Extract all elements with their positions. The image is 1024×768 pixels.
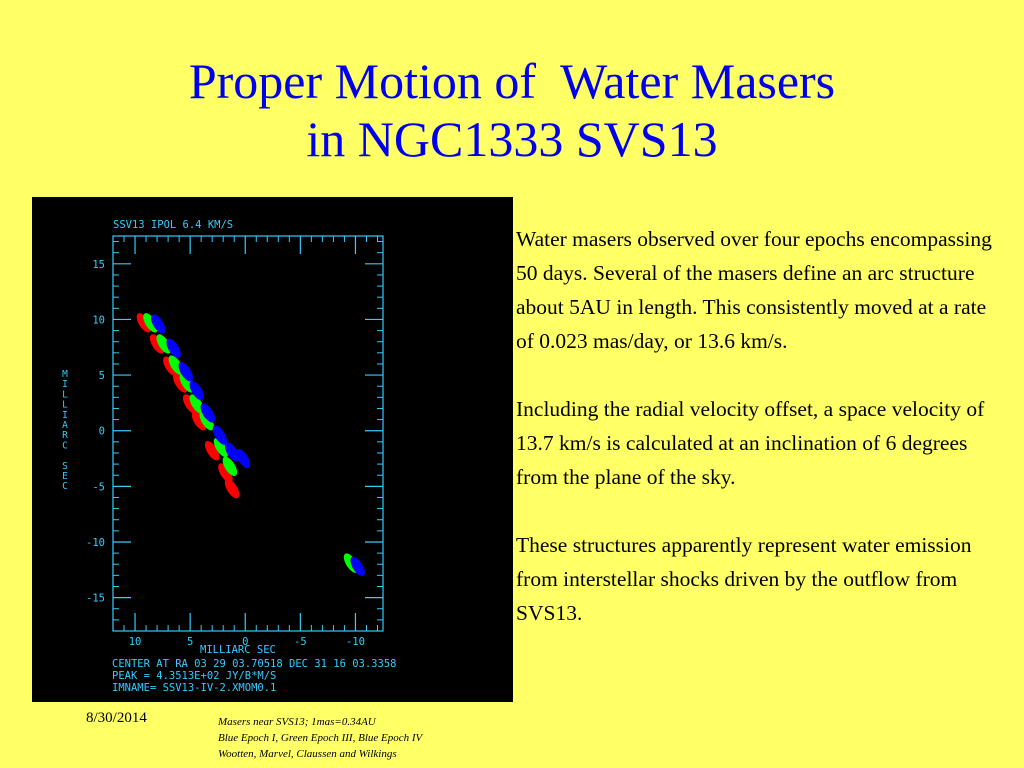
x-tick-label: 0 xyxy=(242,636,248,648)
y-tick-label: 10 xyxy=(92,314,105,326)
x-tick-labels: 10 5 0 -5 -10 xyxy=(129,636,365,648)
maser-point xyxy=(182,394,198,414)
maser-point xyxy=(136,313,152,333)
title-line-1: Proper Motion of Water Masers xyxy=(188,53,836,109)
maser-point xyxy=(224,442,240,462)
maser-point xyxy=(222,456,238,477)
y-axis-label-char: R xyxy=(62,430,68,441)
y-tick-label: 5 xyxy=(99,370,105,382)
plot-frame xyxy=(112,235,384,632)
maser-point xyxy=(189,394,204,414)
plot-ticks xyxy=(113,236,383,631)
maser-point xyxy=(143,313,158,333)
y-axis-label-char: E xyxy=(62,471,68,482)
maser-point xyxy=(199,411,214,431)
maser-point xyxy=(235,448,251,469)
maser-plot-svg: SSV13 IPOL 6.4 KM/S 15 10 5 0 -5 -10 -15 10 5 0 -… xyxy=(62,219,396,694)
info-line-2: PEAK = 4.3513E+02 JY/B*M/S xyxy=(112,670,276,682)
y-axis-label-char: M xyxy=(62,369,68,380)
paragraph-1: Water masers observed over four epochs e… xyxy=(516,227,992,353)
x-tick-label: -5 xyxy=(294,636,307,648)
slide-title: Proper Motion of Water Masers in NGC1333… xyxy=(0,52,1024,168)
maser-point xyxy=(149,334,165,354)
y-axis-label-char: S xyxy=(62,461,68,472)
maser-point xyxy=(189,380,204,401)
y-axis-label-char: I xyxy=(62,379,68,390)
footer-note-3: Wootten, Marvel, Claussen and Wilkings xyxy=(218,748,397,760)
maser-plot-image: SSV13 IPOL 6.4 KM/S 15 10 5 0 -5 -10 -15 10 5 0 -… xyxy=(32,197,513,702)
y-axis-label-char: A xyxy=(62,420,68,431)
maser-point xyxy=(204,441,220,461)
info-line-3: IMNAME= SSV13-IV-2.XMOM0.1 xyxy=(112,682,276,694)
maser-point xyxy=(191,411,207,431)
paragraph-2: Including the radial velocity offset, a … xyxy=(516,397,985,489)
y-tick-labels: 15 10 5 0 -5 -10 -15 xyxy=(86,259,105,605)
footer-notes: Masers near SVS13; 1mas=0.34AU Blue Epoc… xyxy=(218,714,422,762)
y-tick-label: -5 xyxy=(92,481,105,493)
y-tick-label: -10 xyxy=(86,537,105,549)
plot-points xyxy=(136,313,365,577)
maser-point xyxy=(212,425,228,445)
maser-point xyxy=(213,437,229,458)
paragraph-3: These structures apparently represent wa… xyxy=(516,533,972,625)
plot-header: SSV13 IPOL 6.4 KM/S xyxy=(113,219,233,231)
y-tick-label: -15 xyxy=(86,593,105,605)
x-tick-label: 10 xyxy=(129,636,142,648)
footer-note-1: Masers near SVS13; 1mas=0.34AU xyxy=(218,716,376,728)
maser-point xyxy=(200,403,215,423)
maser-point xyxy=(218,463,233,483)
y-tick-label: 15 xyxy=(92,259,105,271)
maser-point xyxy=(178,362,193,382)
y-tick-label: 0 xyxy=(99,426,105,438)
y-axis-label-char: C xyxy=(62,481,68,492)
footer-date: 8/30/2014 xyxy=(86,710,147,726)
x-axis-label: MILLIARC SEC xyxy=(200,644,276,656)
maser-point xyxy=(156,334,171,354)
y-axis-label-char: I xyxy=(62,410,68,421)
title-line-2: in NGC1333 SVS13 xyxy=(306,111,718,167)
x-tick-label: -10 xyxy=(346,636,365,648)
description-text: Water masers observed over four epochs e… xyxy=(516,222,1006,664)
y-axis-label-char: L xyxy=(62,400,68,411)
maser-point xyxy=(224,478,240,499)
y-axis-label-char: C xyxy=(62,440,68,451)
maser-point xyxy=(163,356,178,376)
info-line-1: CENTER AT RA 03 29 03.70518 DEC 31 16 03… xyxy=(112,658,396,670)
maser-point xyxy=(150,314,166,334)
maser-point xyxy=(173,373,188,393)
y-axis-label-char: L xyxy=(62,389,68,400)
footer-note-2: Blue Epoch I, Green Epoch III, Blue Epoc… xyxy=(218,732,423,744)
maser-point xyxy=(350,556,365,577)
maser-point xyxy=(166,338,181,359)
x-tick-label: 5 xyxy=(187,636,193,648)
